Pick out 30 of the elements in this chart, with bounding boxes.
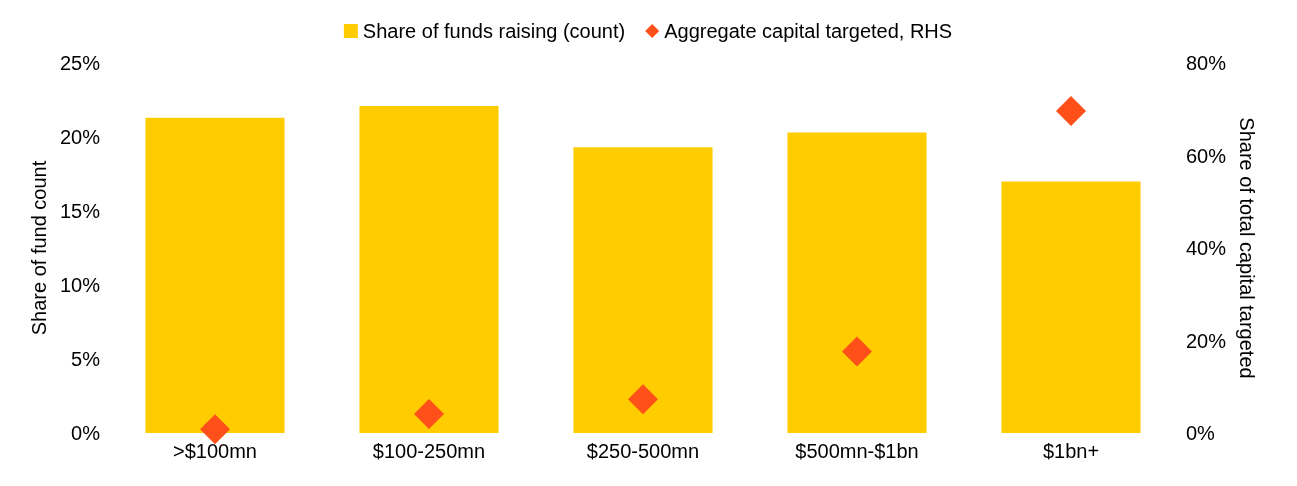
y-tick-label: 25% (59, 52, 101, 74)
bar (359, 105, 499, 433)
legend-label: Aggregate capital targeted, RHS (664, 20, 953, 42)
y-tick-label: 20% (59, 126, 101, 148)
x-tick-label: >$100mn (173, 440, 257, 462)
point (200, 414, 230, 445)
bar (573, 147, 713, 433)
x-tick-label: $500mn-$1bn (795, 440, 919, 462)
point (1056, 96, 1086, 127)
y-tick-label: 10% (59, 274, 101, 296)
bar (145, 117, 285, 433)
y2-axis-title: Share of total capital targeted (1235, 117, 1258, 379)
y2-tick-label: 40% (1186, 237, 1227, 259)
point (842, 336, 872, 367)
bar (787, 132, 927, 433)
y-tick-label: 0% (71, 422, 101, 444)
x-tick-label: $1bn+ (1042, 440, 1100, 462)
y2-tick-label: 60% (1186, 144, 1227, 167)
y2-tick-label: 80% (1186, 52, 1227, 74)
bar (1001, 181, 1141, 433)
y2-tick-label: 0% (1186, 422, 1216, 444)
y2-tick-label: 20% (1186, 329, 1227, 352)
point (628, 384, 658, 415)
y-tick-label: 15% (59, 200, 101, 222)
x-tick-label: $100-250mn (372, 440, 486, 462)
y-tick-label: 5% (71, 348, 101, 370)
point (414, 399, 444, 430)
y-axis-title: Share of fund count (28, 160, 51, 336)
legend-label: Share of funds raising (count) (362, 20, 626, 42)
x-tick-label: $250-500mn (586, 440, 700, 462)
